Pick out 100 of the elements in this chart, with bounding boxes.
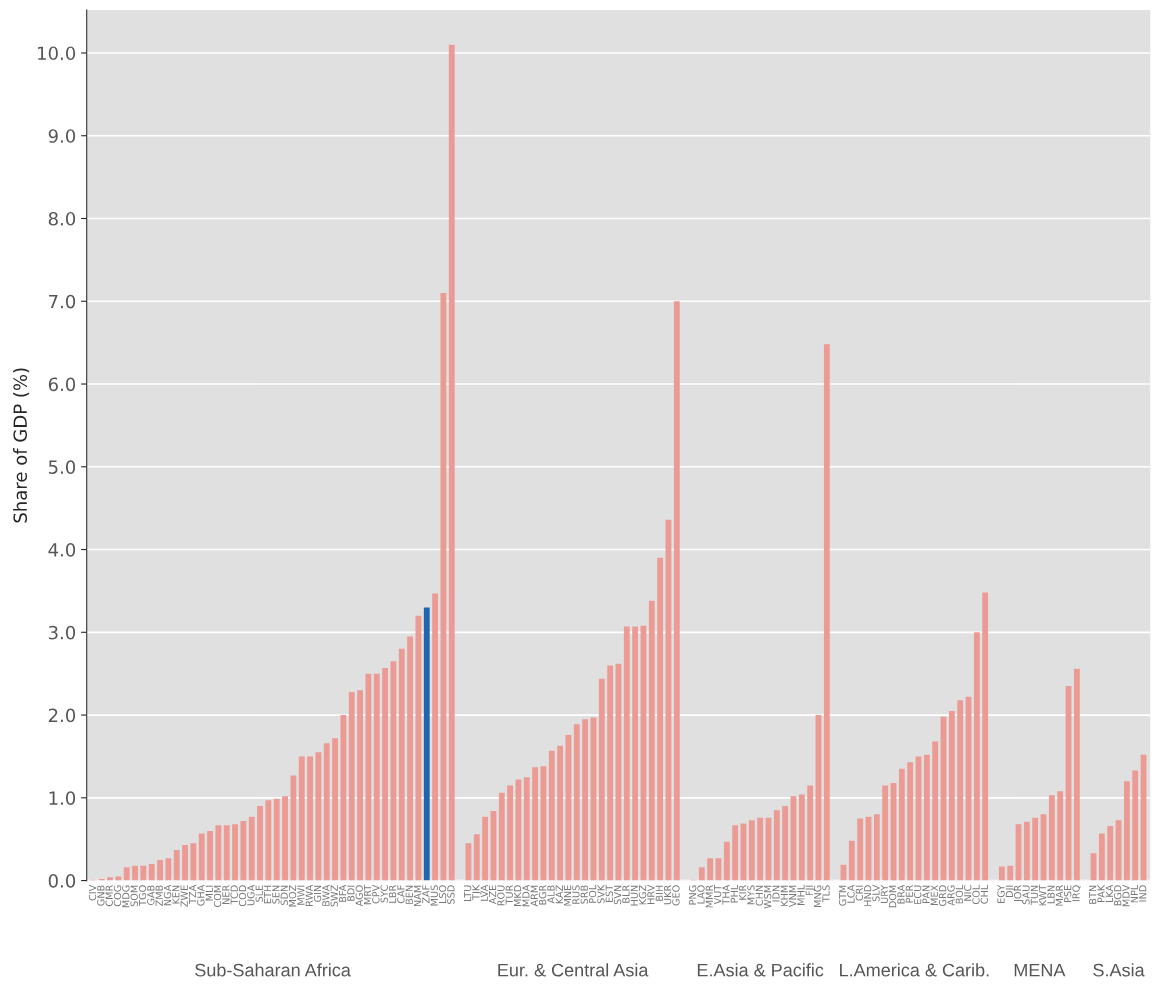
- bar: [698, 867, 705, 881]
- x-tick-label: KEN: [172, 885, 180, 904]
- bar: [207, 830, 213, 881]
- x-tick-label: CHN: [755, 885, 763, 906]
- bar: [473, 834, 480, 881]
- x-tick-label: KWT: [1039, 884, 1047, 906]
- bar: [1132, 770, 1139, 881]
- x-tick-label: GIN: [313, 885, 322, 902]
- y-tick-label: 7.0: [49, 294, 76, 309]
- bar: [1098, 833, 1105, 881]
- x-tick-label: KGZ: [638, 885, 647, 905]
- x-tick-label: KAZ: [555, 885, 563, 904]
- x-tick-label: COD: [238, 885, 247, 907]
- bar: [398, 648, 405, 881]
- bar: [223, 825, 230, 881]
- x-tick-label: NPL: [1130, 884, 1138, 903]
- bar: [248, 816, 255, 881]
- bar: [1023, 821, 1030, 881]
- x-tick-label: PSE: [1064, 885, 1072, 902]
- x-tick-label: MRT: [364, 884, 372, 905]
- x-tick-label: ARG: [947, 885, 955, 906]
- x-tick-label: AZE: [489, 885, 497, 905]
- x-tick-label: BTN: [1089, 885, 1097, 904]
- bar: [265, 800, 272, 881]
- bar: [290, 775, 297, 881]
- bar: [507, 785, 514, 881]
- bar: [582, 719, 589, 881]
- x-tick-label: SEN: [272, 885, 280, 904]
- bar: [432, 593, 439, 881]
- x-tick-label: AGO: [355, 885, 363, 907]
- bar: [932, 741, 939, 881]
- x-tick-label: LAO: [697, 885, 705, 904]
- bar: [365, 673, 372, 881]
- bar: [973, 632, 980, 881]
- x-tick-label: BOL: [955, 884, 964, 904]
- bar: [240, 820, 247, 881]
- bar: [557, 745, 564, 881]
- x-tick-label: MNE: [564, 885, 572, 906]
- x-tick-label: KHM: [780, 885, 788, 906]
- x-tick-label: SYC: [380, 885, 388, 903]
- x-tick-label: ROU: [497, 885, 505, 906]
- y-tick-label: 1.0: [49, 791, 76, 805]
- x-tick-label: NGA: [163, 884, 172, 906]
- x-tick-label: CAF: [397, 885, 405, 904]
- x-tick-label: HUN: [630, 885, 638, 906]
- y-tick-label: 2.0: [48, 708, 76, 723]
- x-tick-label: ZMB: [155, 885, 163, 907]
- x-tick-label: MDV: [1122, 884, 1130, 907]
- bar: [173, 849, 180, 881]
- x-tick-label: PHL: [730, 884, 738, 903]
- bar: [1007, 865, 1014, 881]
- bar: [723, 841, 730, 881]
- bar: [198, 833, 205, 881]
- bar: [882, 785, 889, 881]
- x-tick-label: MHL: [797, 884, 805, 905]
- x-tick-label: GEO: [672, 885, 680, 906]
- bar: [873, 814, 880, 881]
- bar: [632, 626, 639, 881]
- x-tick-label: LBN: [1047, 885, 1055, 904]
- x-tick-label: RUS: [572, 885, 580, 904]
- x-tick-label: HND: [864, 885, 872, 906]
- bar: [182, 844, 188, 881]
- text: S.Asia: [1093, 963, 1145, 977]
- bar: [757, 817, 764, 881]
- x-tick-label: COG: [113, 885, 122, 907]
- x-tick-label: VUT: [714, 884, 722, 905]
- x-tick-label: MLI: [205, 885, 213, 901]
- bar: [123, 867, 130, 881]
- x-tick-label: TGO: [138, 885, 147, 906]
- x-tick-label: MYS: [747, 885, 755, 905]
- x-tick-label: ARM: [530, 885, 538, 907]
- bar: [357, 690, 363, 881]
- x-tick-label: SLV: [872, 884, 880, 902]
- bar: [190, 843, 197, 881]
- text: L.America & Carib.: [840, 963, 989, 977]
- x-tick-label: BWA: [322, 884, 330, 906]
- x-tick-label: MNG: [813, 885, 822, 907]
- bar: [148, 864, 155, 881]
- bar: [315, 752, 322, 881]
- bar: [798, 794, 805, 881]
- bar: [898, 768, 905, 881]
- bar: [348, 691, 355, 881]
- bar: [1048, 795, 1055, 881]
- bar: [282, 796, 288, 881]
- bar: [165, 858, 172, 881]
- bar: [648, 600, 655, 881]
- bar: [623, 626, 630, 881]
- x-tick-label: BFA: [339, 884, 347, 902]
- x-tick-label: TUR: [505, 885, 513, 905]
- bar: [982, 592, 989, 881]
- bar: [323, 743, 330, 881]
- bar: [598, 678, 605, 881]
- x-tick-label: GHA: [197, 884, 205, 906]
- x-tick-label: SAU: [1022, 885, 1030, 905]
- x-tick-label: POL: [588, 884, 597, 903]
- x-tick-label: UKR: [664, 885, 672, 905]
- y-tick-label: 9.0: [48, 129, 76, 143]
- bar: [773, 810, 780, 881]
- bar: [407, 636, 414, 881]
- x-tick-label: ALB: [547, 885, 555, 904]
